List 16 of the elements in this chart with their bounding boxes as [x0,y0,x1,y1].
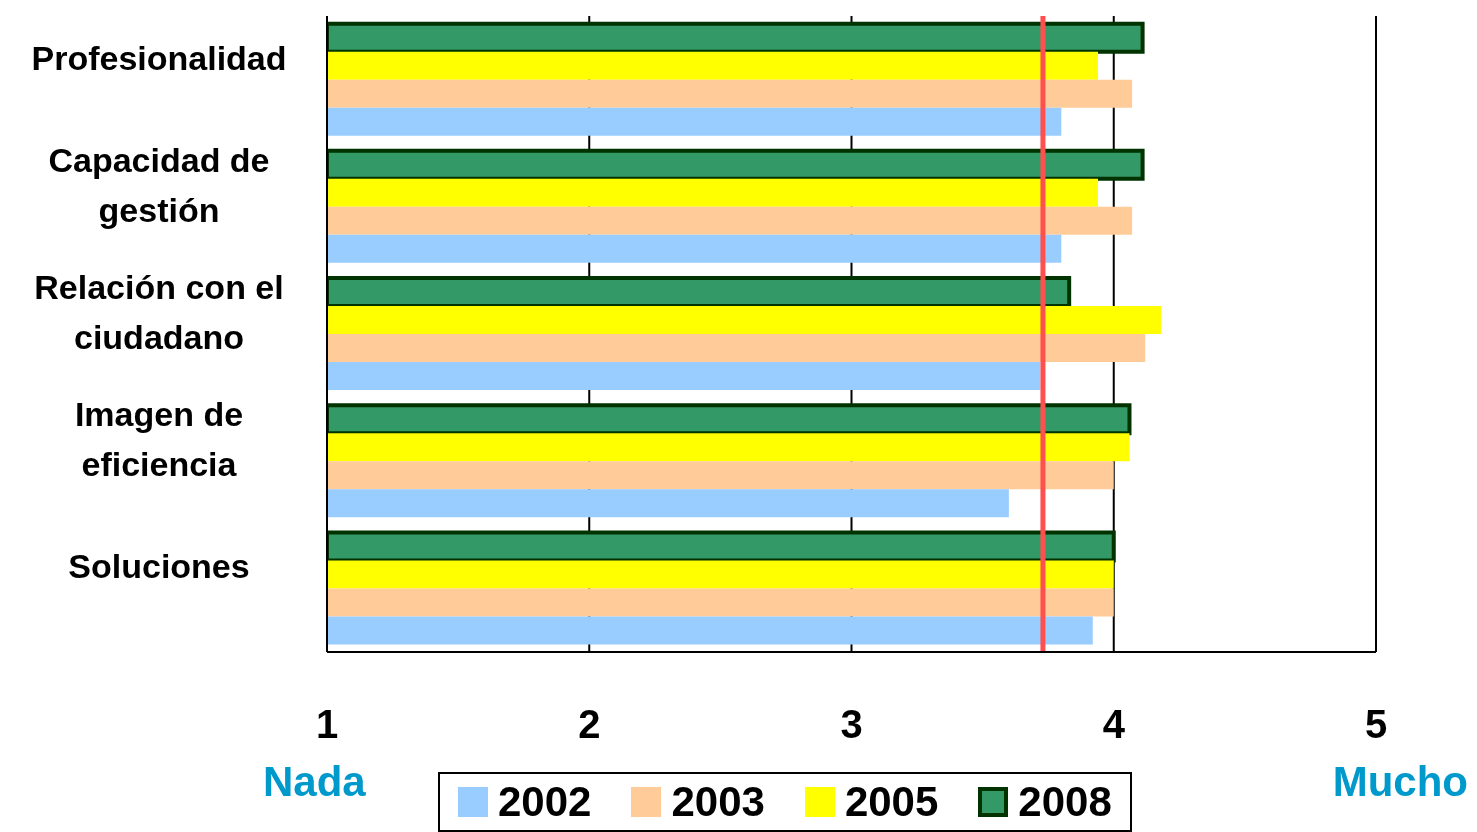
x-tick-label: 4 [1102,702,1126,747]
x-tick-label: 5 [1364,702,1388,747]
text: Mucho [1332,758,1468,806]
text: Nada [263,758,366,806]
x-tick-label: 1 [315,702,339,747]
x-tick-label: 2 [578,702,601,747]
legend-label: 2003 [670,778,765,826]
legend-label: 2008 [1017,778,1112,826]
y-tick-label: Capacidad de gestión [48,140,270,229]
y-tick-label: Imagen de eficiencia [74,395,244,484]
legend-label: 2005 [843,778,939,826]
legend-label: 2002 [497,778,592,826]
y-tick-label: Soluciones [68,547,250,586]
y-tick-label: Relación con el ciudadano [34,268,284,356]
x-tick-label: 3 [840,702,863,747]
y-tick-label: Profesionalidad [31,38,287,77]
